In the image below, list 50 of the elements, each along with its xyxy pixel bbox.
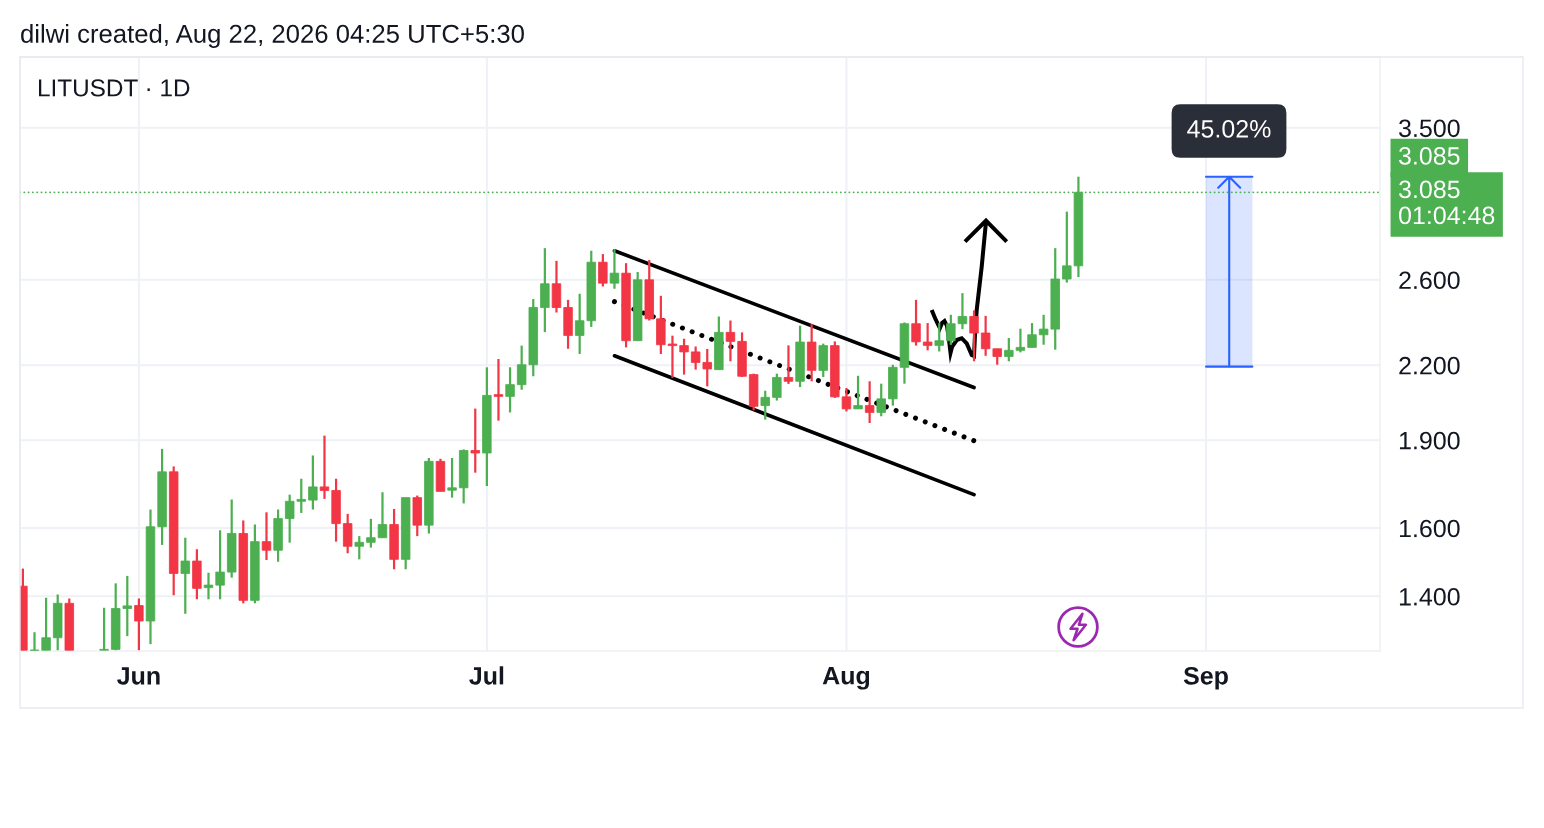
text: LITUSDT · 1D: [38, 79, 190, 97]
candlestick: [969, 309, 979, 363]
candlestick: [99, 606, 109, 651]
candlestick: [1027, 321, 1037, 349]
y-tick-label: 2.600: [1399, 271, 1460, 290]
candlestick: [41, 596, 51, 651]
x-tick-label: Jul: [469, 666, 504, 685]
x-tick-label: Aug: [822, 667, 870, 690]
x-tick-label: Jun: [117, 667, 160, 685]
candlestick: [934, 321, 944, 353]
candlestick: [447, 456, 457, 499]
candlestick: [134, 597, 144, 651]
chart-title: dilwi created, Aug 22, 2026 04:25 UTC+5:30: [21, 24, 524, 48]
candlestick: [598, 253, 608, 288]
candlestick: [540, 247, 550, 334]
candlestick: [319, 434, 330, 500]
candlestick: [354, 534, 364, 561]
y-tick-label: 1.900: [1399, 431, 1460, 450]
candlestick: [864, 380, 875, 425]
candlestick: [911, 298, 921, 347]
candlestick: [760, 389, 770, 421]
candlestick: [922, 321, 933, 352]
candlestick: [679, 337, 689, 376]
candlestick: [261, 511, 272, 562]
candlestick: [667, 334, 678, 380]
text: 3.085: [1398, 147, 1460, 165]
candlestick: [366, 517, 376, 549]
candlestick: [377, 491, 388, 539]
candlestick: [180, 536, 190, 615]
candlestick: [609, 247, 620, 290]
candlestick: [505, 366, 515, 414]
y-tick-label: 3.500: [1399, 119, 1460, 138]
candlestick: [783, 344, 794, 386]
candlestick: [772, 372, 782, 402]
y-tick-label: 2.200: [1399, 356, 1460, 375]
annotation: 45.02%: [1187, 120, 1271, 138]
candlestick: [308, 454, 318, 511]
candlestick: [725, 319, 736, 363]
x-tick-label: Sep: [1183, 666, 1228, 690]
y-tick-label: 1.400: [1399, 587, 1460, 606]
candlestick: [493, 357, 504, 422]
candlestick: [853, 374, 863, 410]
ref-line-label: 3.085 01:04:48: [1399, 180, 1495, 225]
candlestick: [876, 382, 886, 418]
candlestick: [470, 407, 480, 474]
candlestick: [203, 571, 214, 601]
candlestick: [551, 259, 562, 314]
candlestick: [215, 529, 225, 601]
candlestick: [342, 512, 353, 555]
y-tick-label: 1.600: [1399, 519, 1460, 538]
